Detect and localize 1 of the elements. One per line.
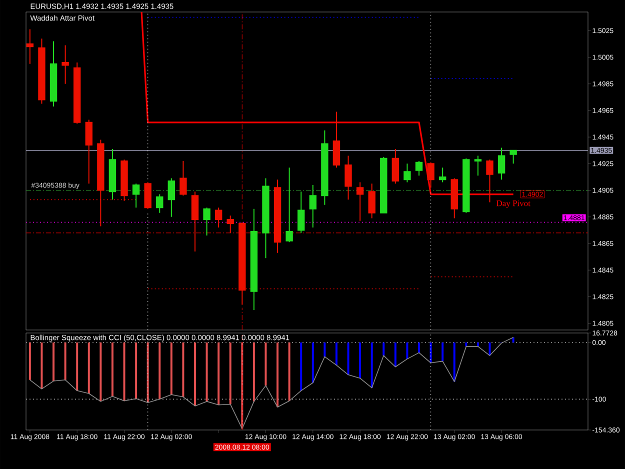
annotation: Day Pivot — [496, 200, 530, 208]
